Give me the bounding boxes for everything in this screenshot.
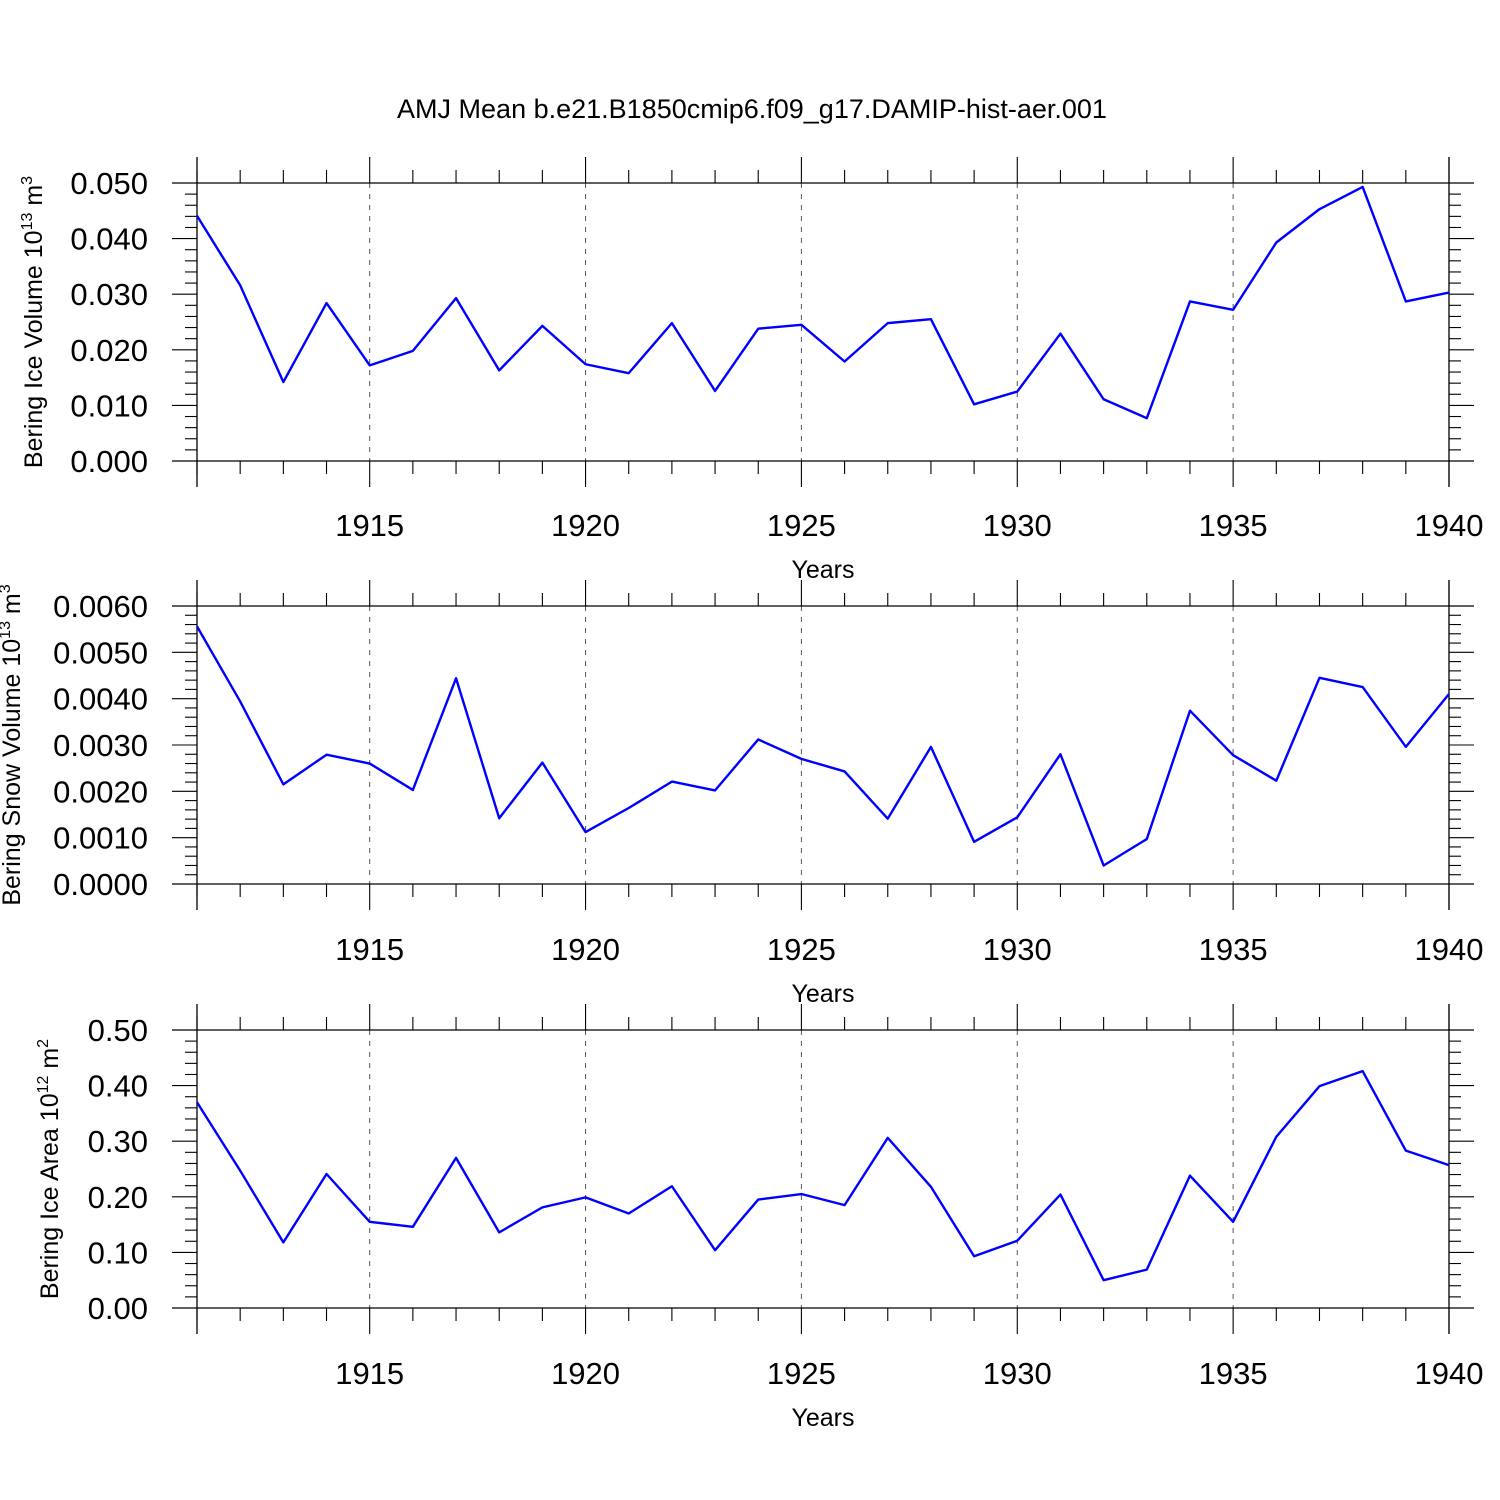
x-tick-label-1915: 1915 — [335, 932, 404, 967]
y-tick-label-6: 0.0060 — [53, 589, 148, 624]
y-tick-label-2: 0.0020 — [53, 774, 148, 809]
y-tick-label-2: 0.20 — [88, 1180, 148, 1215]
x-tick-label-1920: 1920 — [551, 932, 620, 967]
x-tick-label-1930: 1930 — [983, 508, 1052, 543]
x-tick-label-1915: 1915 — [335, 1356, 404, 1391]
y-tick-label-5: 0.0050 — [53, 635, 148, 670]
y-tick-label-4: 0.0040 — [53, 682, 148, 717]
x-tick-label-1940: 1940 — [1415, 508, 1484, 543]
y-tick-label-1: 0.010 — [70, 388, 148, 423]
x-tick-label-1935: 1935 — [1199, 1356, 1268, 1391]
series-line-3-1 — [195, 1069, 1450, 1282]
x-tick-label-1925: 1925 — [767, 1356, 836, 1391]
x-tick-label-1935: 1935 — [1199, 508, 1268, 543]
y-axis-title: Bering Ice Area 1012 m2 — [35, 1039, 64, 1299]
x-tick-label-1915: 1915 — [335, 508, 404, 543]
x-axis-title: Years — [791, 1404, 854, 1432]
x-tick-label-1940: 1940 — [1415, 1356, 1484, 1391]
y-axis-title: Bering Snow Volume 1013 m3 — [0, 584, 26, 905]
y-tick-label-5: 0.050 — [70, 166, 148, 201]
y-tick-label-0: 0.000 — [70, 444, 148, 479]
panels: 1915 1920 1925 1930 1935 1940 Years 0.000 0.010 0… — [0, 157, 1483, 1432]
y-axis-title: Bering Ice Volume 1013 m3 — [19, 176, 48, 468]
x-tick-label-1920: 1920 — [551, 508, 620, 543]
figure-title: AMJ Mean b.e21.B1850cmip6.f09_g17.DAMIP-… — [397, 94, 1107, 124]
x-tick-label-1925: 1925 — [767, 932, 836, 967]
x-tick-label-1925: 1925 — [767, 508, 836, 543]
x-tick-label-1930: 1930 — [983, 1356, 1052, 1391]
x-axis-title: Years — [791, 980, 854, 1008]
x-tick-label-1930: 1930 — [983, 932, 1052, 967]
y-tick-label-1: 0.0010 — [53, 821, 148, 856]
x-tick-label-1935: 1935 — [1199, 932, 1268, 967]
x-axis-title: Years — [791, 556, 854, 584]
y-tick-label-0: 0.0000 — [53, 867, 148, 902]
panel-1: 1915 1920 1925 1930 1935 1940 Years 0.000 0.010 0… — [19, 157, 1483, 584]
y-tick-label-3: 0.0030 — [53, 728, 148, 763]
x-tick-label-1920: 1920 — [551, 1356, 620, 1391]
series-line-1-1 — [195, 185, 1450, 420]
y-tick-label-2: 0.020 — [70, 333, 148, 368]
series-line-2-1 — [195, 625, 1450, 867]
x-tick-label-1940: 1940 — [1415, 932, 1484, 967]
y-tick-label-3: 0.30 — [88, 1124, 148, 1159]
y-tick-label-5: 0.50 — [88, 1013, 148, 1048]
y-tick-label-3: 0.030 — [70, 277, 148, 312]
y-tick-label-4: 0.40 — [88, 1069, 148, 1104]
y-tick-label-0: 0.00 — [88, 1291, 148, 1326]
y-tick-label-1: 0.10 — [88, 1235, 148, 1270]
y-tick-label-4: 0.040 — [70, 222, 148, 257]
panel-3: 1915 1920 1925 1930 1935 1940 Years 0.00 0.10 0.2… — [35, 1004, 1483, 1432]
panel-2: 1915 1920 1925 1930 1935 1940 Years 0.0000 0.001… — [0, 580, 1483, 1008]
